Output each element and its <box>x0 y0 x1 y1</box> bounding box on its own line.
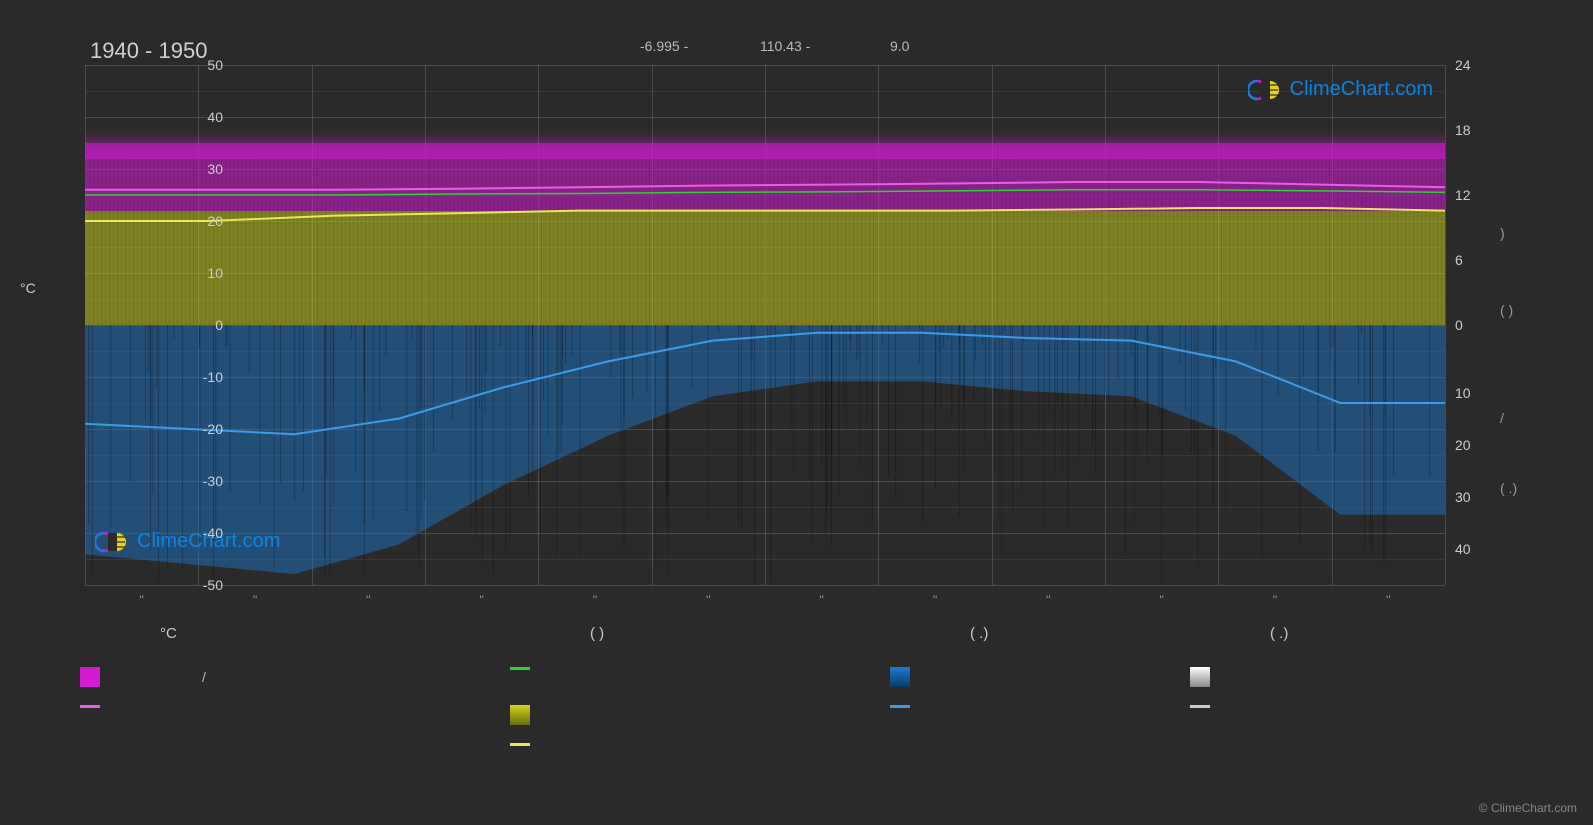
legend-swatch <box>1190 705 1210 708</box>
right-marker: / <box>1500 410 1504 426</box>
legend-swatch <box>890 667 910 687</box>
x-tick: '' <box>706 593 711 607</box>
x-tick: '' <box>593 593 598 607</box>
x-tick: '' <box>139 593 144 607</box>
legend-item: / <box>80 667 206 687</box>
y-tick-left: 20 <box>183 213 223 229</box>
y-tick-right: 40 <box>1455 541 1495 557</box>
header-value-2: 110.43 - <box>760 38 810 54</box>
watermark-text: ClimeChart.com <box>1290 78 1433 101</box>
x-tick: '' <box>933 593 938 607</box>
y-tick-right: 12 <box>1455 187 1495 203</box>
y-tick-left: 40 <box>183 109 223 125</box>
logo-icon <box>1248 79 1284 101</box>
y-tick-left: -50 <box>183 577 223 593</box>
logo-icon <box>95 531 131 553</box>
legend-item <box>510 743 632 746</box>
y-tick-right: 24 <box>1455 57 1495 73</box>
y-tick-left: -10 <box>183 369 223 385</box>
x-tick: '' <box>366 593 371 607</box>
right-marker: ( ) <box>1500 302 1513 318</box>
legend-item <box>890 667 1012 687</box>
x-tick: '' <box>479 593 484 607</box>
y-tick-left: 30 <box>183 161 223 177</box>
legend-header-label: ( .) <box>1270 625 1288 642</box>
y-tick-right: 30 <box>1455 489 1495 505</box>
y-tick-right: 20 <box>1455 437 1495 453</box>
copyright-text: © ClimeChart.com <box>1479 801 1577 815</box>
header-value-1: -6.995 - <box>640 38 688 54</box>
legend-header-label: °C <box>160 625 177 642</box>
y-tick-left: 50 <box>183 57 223 73</box>
legend: °C ( ) ( .) ( .) / <box>70 625 1510 781</box>
right-marker: ( .) <box>1500 480 1517 496</box>
y-tick-right: 0 <box>1455 317 1495 333</box>
x-tick: '' <box>1273 593 1278 607</box>
watermark-top: ClimeChart.com <box>1248 78 1433 101</box>
x-tick: '' <box>1046 593 1051 607</box>
y-tick-left: -30 <box>183 473 223 489</box>
y-tick-right: 6 <box>1455 252 1495 268</box>
y-tick-right: 10 <box>1455 385 1495 401</box>
legend-label: / <box>202 669 206 685</box>
right-marker: ) <box>1500 225 1505 241</box>
y-tick-left: 0 <box>183 317 223 333</box>
x-tick: '' <box>1386 593 1391 607</box>
chart-plot-area <box>85 65 1445 585</box>
legend-item <box>510 667 632 670</box>
y-tick-right: 18 <box>1455 122 1495 138</box>
y-tick-left: -20 <box>183 421 223 437</box>
header-value-3: 9.0 <box>890 38 909 54</box>
legend-swatch <box>890 705 910 708</box>
legend-item <box>890 705 1012 708</box>
legend-swatch <box>80 667 100 687</box>
legend-header-label: ( ) <box>590 625 604 642</box>
legend-swatch <box>510 743 530 746</box>
x-tick: '' <box>1159 593 1164 607</box>
legend-item <box>80 705 202 708</box>
y-tick-left: 10 <box>183 265 223 281</box>
legend-item <box>1190 667 1312 687</box>
legend-header-label: ( .) <box>970 625 988 642</box>
x-tick: '' <box>819 593 824 607</box>
y-tick-left: -40 <box>183 525 223 541</box>
y-axis-left-label: °C <box>20 280 36 296</box>
legend-item <box>510 705 632 725</box>
legend-swatch <box>510 667 530 670</box>
legend-swatch <box>510 705 530 725</box>
legend-item <box>1190 705 1312 708</box>
legend-swatch <box>80 705 100 708</box>
x-tick: '' <box>253 593 258 607</box>
legend-swatch <box>1190 667 1210 687</box>
